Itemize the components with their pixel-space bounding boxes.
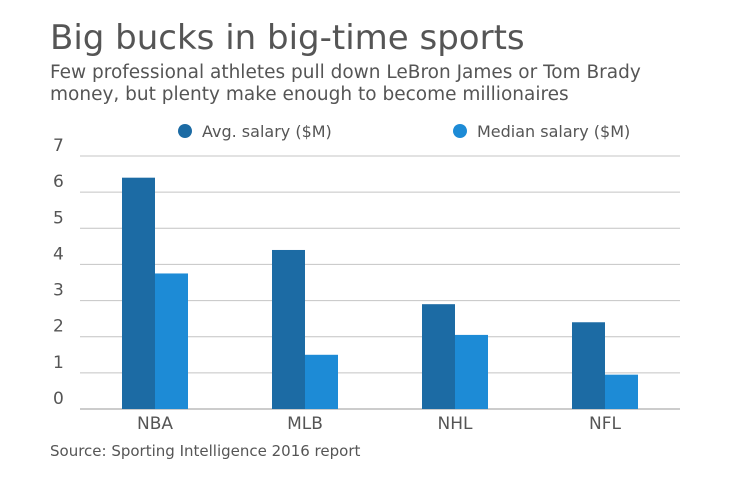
legend-label-0: Avg. salary ($M) [202, 122, 332, 141]
y-tick-label: 6 [53, 172, 64, 192]
legend-marker-0 [178, 124, 192, 138]
y-tick-label: 4 [53, 244, 64, 264]
x-tick-label: NFL [589, 414, 621, 434]
x-axis-ticks: NBA MLB NHL NFL [137, 414, 622, 434]
bar-nfl-series-1 [605, 374, 638, 409]
y-tick-label: 7 [53, 136, 64, 156]
bar-nfl-series-0 [572, 322, 605, 409]
x-tick-label: MLB [287, 414, 323, 434]
x-tick-label: NBA [137, 414, 173, 434]
y-tick-label: 2 [53, 317, 64, 337]
bar-nhl-series-1 [455, 334, 488, 409]
y-tick-label: 5 [53, 208, 64, 228]
bar-mlb-series-1 [305, 354, 338, 409]
legend-label-1: Median salary ($M) [477, 122, 630, 141]
chart-subtitle: Few professional athletes pull down LeBr… [50, 62, 641, 105]
bars [122, 177, 638, 409]
y-tick-label: 3 [53, 281, 64, 301]
bar-mlb-series-0 [272, 249, 305, 409]
y-axis-ticks: 0 1 2 3 4 5 6 7 [53, 136, 64, 409]
bar-nba-series-1 [155, 273, 188, 409]
bar-nhl-series-0 [422, 304, 455, 409]
chart-title: Big bucks in big-time sports [50, 18, 525, 58]
y-tick-label: 1 [53, 353, 64, 373]
legend-marker-1 [453, 124, 467, 138]
y-tick-label: 0 [53, 389, 64, 409]
x-tick-label: NHL [438, 414, 474, 434]
legend: Avg. salary ($M) Median salary ($M) [178, 122, 630, 141]
bar-nba-series-0 [122, 177, 155, 409]
source-note: Source: Sporting Intelligence 2016 repor… [50, 442, 361, 460]
